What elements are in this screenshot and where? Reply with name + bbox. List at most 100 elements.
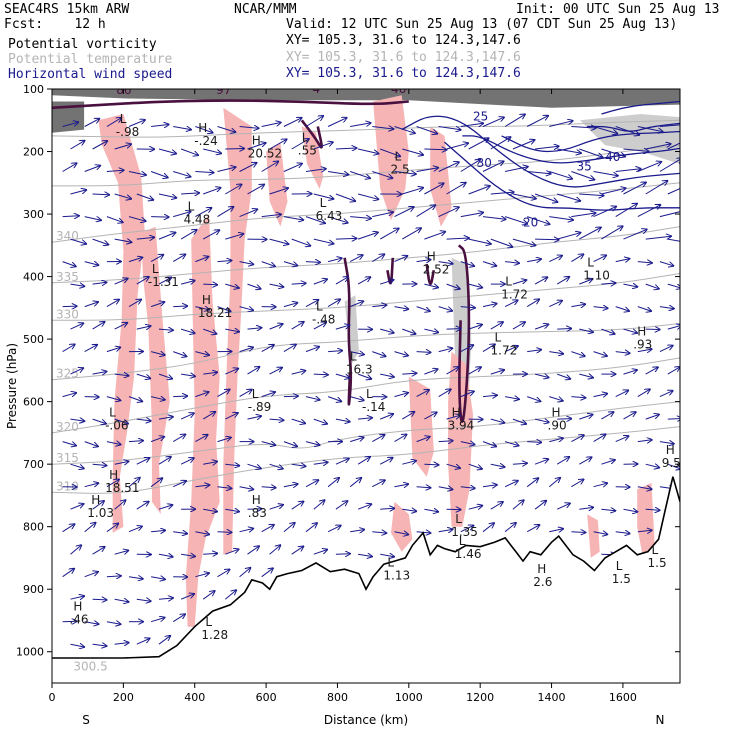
extrema-marker-7: L (152, 262, 159, 276)
wind-vector-15 (394, 126, 415, 134)
wind-vector-555 (261, 568, 273, 578)
wind-vector-269 (446, 329, 461, 330)
wind-vector-80 (593, 171, 618, 176)
extrema-marker-25: L (455, 512, 462, 526)
extrema-marker-23: H (91, 493, 100, 507)
wind-vector-6 (195, 126, 212, 133)
extrema-marker-9: L (587, 256, 594, 270)
wind-vector-174 (195, 257, 208, 263)
pv-region-11 (637, 482, 655, 565)
wind-vector-234 (283, 303, 297, 308)
theta-contour-4 (52, 273, 680, 321)
wind-vector-367 (136, 419, 151, 421)
wind-vector-289 (261, 345, 274, 353)
extrema-value-14: 1.72 (491, 344, 518, 358)
endpoint-left: S (82, 713, 90, 727)
theta-contour-8 (52, 119, 680, 138)
wind-vector-106 (557, 193, 580, 201)
wind-vector-161 (535, 239, 559, 240)
wind-vector-110 (645, 181, 668, 195)
wind-vector-130 (460, 213, 483, 218)
wind-vector-135 (571, 213, 595, 218)
wind-vector-525 (549, 529, 563, 532)
wind-vector-373 (269, 419, 284, 420)
wind-vector-90 (203, 188, 220, 195)
wind-vector-359 (571, 397, 585, 398)
wind-vector-4 (151, 125, 169, 127)
wind-vector-109 (623, 183, 646, 195)
wind-vector-335 (667, 367, 680, 375)
wind-vector-272 (512, 322, 525, 330)
extrema-value-31: .46 (69, 613, 88, 627)
wind-vector-529 (637, 530, 652, 531)
wind-vector-33 (180, 148, 198, 155)
wind-vector-206 (291, 283, 306, 284)
extrema-value-6: 2.5 (391, 162, 410, 176)
wind-vector-472 (593, 483, 608, 487)
wind-vector-474 (637, 487, 652, 490)
wind-vector-227 (128, 300, 141, 308)
wind-vector-565 (84, 622, 99, 624)
wind-vector-264 (335, 325, 350, 330)
wind-vector-513 (283, 523, 295, 533)
terrain-layer (52, 476, 680, 683)
extrema-value-13: .93 (633, 337, 652, 351)
wind-vector-155 (402, 228, 421, 240)
wind-vector-9 (261, 123, 281, 127)
wind-vector-231 (217, 306, 231, 312)
wind-vector-13 (350, 123, 370, 127)
extrema-value-26: 1.46 (455, 547, 482, 561)
wind-vector-464 (416, 487, 431, 488)
theta-contour-2 (52, 357, 680, 434)
wind-vector-405 (350, 437, 363, 443)
wind-vector-242 (460, 307, 475, 308)
wind-vector-42 (380, 148, 400, 156)
extrema-marker-27: L (387, 556, 394, 570)
wind-vector-408 (416, 437, 430, 443)
wind-vector-366 (114, 418, 128, 424)
wind-vector-526 (571, 532, 585, 533)
wind-vector-164 (601, 226, 622, 240)
wind-vector-71 (394, 172, 416, 175)
wind-vector-82 (637, 162, 661, 172)
wind-vector-40 (335, 148, 357, 149)
wind-vector-534 (158, 554, 173, 557)
wind-vector-184 (416, 260, 431, 262)
wind-vector-326 (468, 367, 481, 375)
wind-vector-176 (239, 262, 254, 265)
extrema-marker-4: L (188, 199, 195, 213)
wind-vector-424 (158, 457, 171, 465)
wind-vector-120 (239, 209, 258, 218)
wind-vector-247 (571, 304, 585, 306)
wind-vector-225 (84, 302, 98, 308)
wind-vector-5 (173, 127, 191, 130)
terrain-line (52, 476, 680, 659)
wind-vector-267 (402, 328, 415, 334)
wind-vector-471 (571, 480, 583, 488)
extrema-marker-11: H (202, 293, 211, 307)
wind-vector-540 (291, 546, 304, 555)
wind-vector-304 (593, 351, 607, 356)
wind-vector-413 (527, 442, 541, 443)
extrema-marker-3: L (302, 131, 309, 145)
wind-vector-212 (424, 284, 438, 287)
wind-vector-10 (283, 118, 302, 127)
wind-vector-535 (181, 554, 195, 556)
wind-vector-236 (327, 299, 340, 308)
wind-vector-452 (150, 478, 162, 488)
extrema-value-15: 16.3 (346, 362, 373, 376)
y-tick-label-4: 500 (23, 333, 44, 346)
wind-vector-235 (305, 300, 318, 308)
wind-vector-103 (490, 192, 514, 194)
wind-vector-24 (593, 126, 618, 134)
wind-vector-224 (62, 306, 77, 307)
wind-vector-194 (637, 262, 652, 263)
wind-vector-392 (62, 441, 76, 446)
wind-vector-259 (225, 329, 239, 332)
wind-vector-181 (349, 255, 362, 263)
wind-speed-contour-1 (401, 115, 680, 188)
wind-vector-188 (505, 262, 519, 264)
wind-vector-421 (92, 464, 107, 465)
wind-vector-388 (601, 412, 613, 420)
wind-vector-346 (283, 396, 298, 397)
